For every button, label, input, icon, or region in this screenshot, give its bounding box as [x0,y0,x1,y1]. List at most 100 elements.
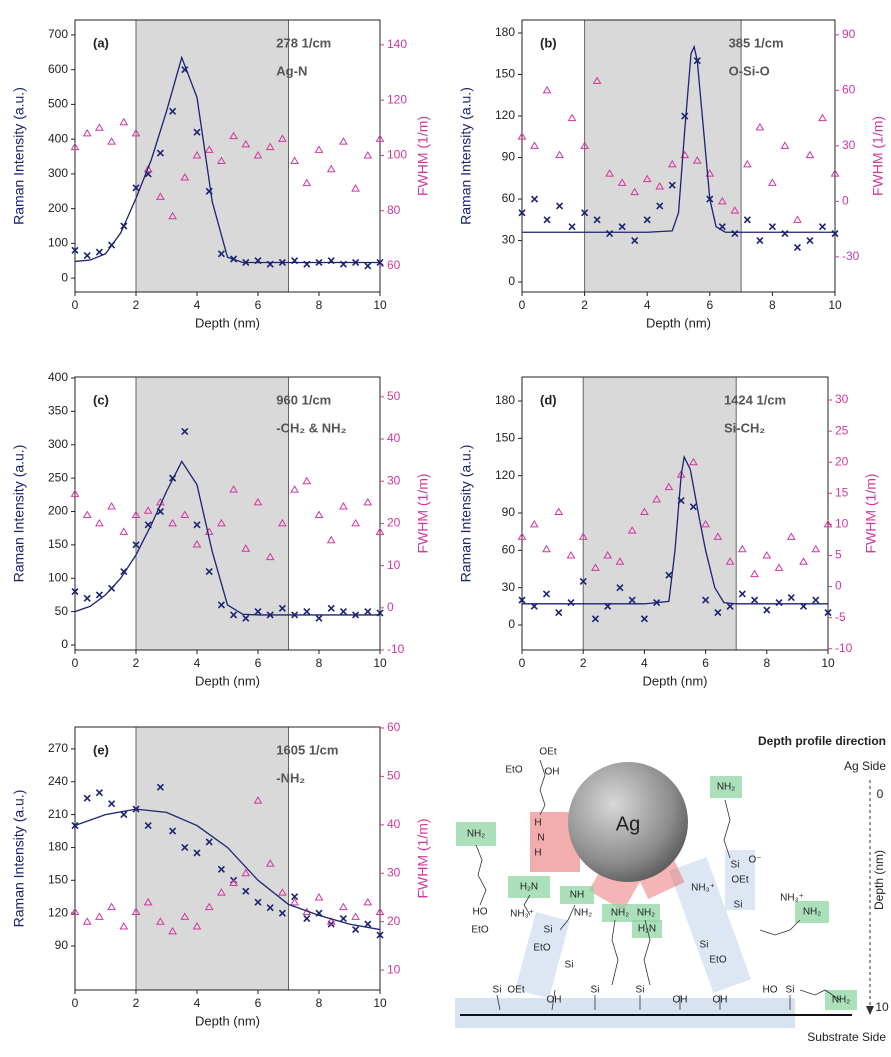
intensity-point [631,236,639,245]
fwhm-point [774,563,784,571]
y-tick-label: 30 [502,580,516,594]
intensity-point [591,615,600,623]
y-tick-label: 0 [508,274,515,288]
fwhm-point [542,544,551,553]
y2-tick-label: 10 [387,558,401,572]
intensity-point [71,246,79,254]
intensity-point [352,925,360,934]
fwhm-point [692,156,702,164]
y2-tick-label: 100 [387,148,407,162]
y-axis-label: Raman Intensity (a.u.) [11,87,27,225]
intensity-point [812,596,820,604]
intensity-point [83,594,91,602]
bottom-side-label: Substrate Side [807,1030,886,1044]
x-tick-label: 4 [194,996,201,1010]
annotation: O-Si-O [729,63,770,78]
siloxane-band [668,857,752,993]
y-tick-label: 200 [48,504,68,518]
intensity-point [518,209,526,217]
y2-tick-label: 40 [387,431,401,445]
intensity-point [781,230,789,238]
intensity-point [181,427,189,435]
amine-box [508,876,550,898]
intensity-point [83,251,91,260]
fit-line [522,454,828,605]
chem-label: OH [673,995,688,1006]
y2-tick-label: 80 [387,203,401,217]
intensity-point [339,915,347,923]
chem-label: OEt [731,875,748,886]
fwhm-point [70,142,80,151]
intensity-point [266,904,274,912]
chem-label: H [534,848,541,859]
x-axis-label: Depth (nm) [195,673,260,688]
fwhm-point [290,897,299,906]
panel-label: (d) [540,392,557,407]
fwhm-point [517,532,527,540]
y-tick-label: 350 [48,404,68,418]
intensity-point [364,608,372,616]
y2-tick-label: 140 [387,37,407,51]
annotation: 960 1/cm [276,392,331,407]
chart-panel: 0 2 4 6 8 10010020030040050060070060801001201… [11,19,431,330]
fwhm-point [180,173,190,181]
siloxane-band [515,911,570,999]
chem-label: Si [565,960,574,971]
fwhm-point [302,476,312,485]
chem-label: Si [591,985,600,996]
top-side-label: Ag Side [844,759,886,773]
x-tick-label: 10 [828,298,842,312]
chem-label: EtO [709,955,726,966]
intensity-point [144,821,152,830]
y2-axis-label: FWHM (1/m) [415,116,431,196]
fwhm-point [70,489,80,497]
intensity-point [242,614,250,622]
fwhm-point [204,902,214,911]
intensity-point [205,838,213,846]
fwhm-point [755,122,765,131]
fwhm-point [517,132,527,140]
chem-label: NH [570,890,584,901]
fwhm-point [363,497,373,506]
fwhm-point [655,182,665,190]
y-tick-label: 210 [48,807,68,821]
y2-tick-label: 5 [835,548,842,562]
intensity-point [726,602,734,610]
fwhm-point [143,897,153,906]
fwhm-point [603,550,613,559]
intensity-point [156,149,164,157]
x-tick-label: 10 [373,996,387,1010]
ag-particle [568,762,688,882]
plot-frame [74,376,381,651]
fwhm-point [229,131,238,140]
fwhm-point [701,519,710,528]
fwhm-point [168,211,177,220]
y2-tick-label: 10 [387,962,401,976]
intensity-point [702,596,710,604]
intensity-point [738,590,746,598]
x-tick-label: 6 [706,298,713,312]
intensity-point [581,209,589,217]
intensity-point [95,591,103,599]
intensity-point [193,849,201,857]
fwhm-point [339,137,348,145]
y2-tick-label: 25 [835,423,849,437]
y2-tick-label: -10 [387,642,405,656]
fwhm-point [818,113,827,122]
y-tick-label: 270 [48,741,68,755]
fwhm-point [217,888,226,896]
fwhm-point [229,878,238,886]
fwhm-point [630,187,640,196]
chart-panel: 0 2 4 6 8 10 90 120 150 180 210 240 270 10 20 30 40 50 60 D… [11,720,431,1028]
y-axis-label: Raman Intensity (a.u.) [458,87,474,225]
panel-label: (c) [93,392,109,407]
intensity-point [656,202,664,210]
amine-box [456,822,496,846]
chem-label: OH [547,995,562,1006]
y2-tick-label: 50 [387,769,401,783]
fwhm-point [326,164,336,173]
annotation: Ag-N [276,63,307,78]
chart-panel: 0 2 4 6 8 10 0 30 60 90 120 150 180 -10 -5 0 5 10 15 20 25 30… [458,376,879,688]
annotation: 1424 1/cm [724,392,786,407]
